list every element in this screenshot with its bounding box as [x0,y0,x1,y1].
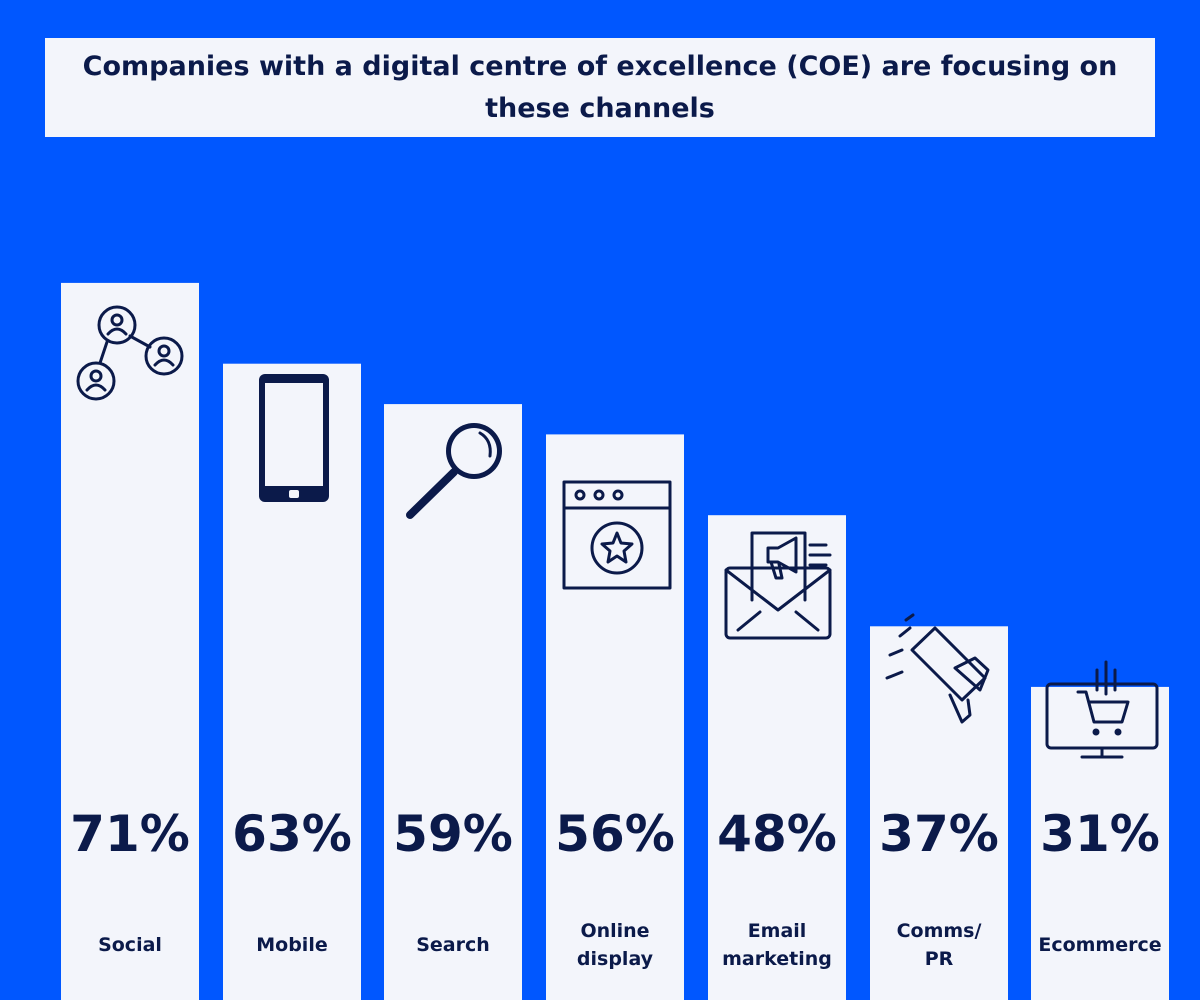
title-box: Companies with a digital centre of excel… [45,38,1155,137]
category-label-4: Email marketing [722,920,832,970]
value-label-5: 37% [879,805,999,863]
megaphone-icon [885,613,990,724]
smartphone-icon [259,374,329,502]
bar-5 [870,626,1008,1000]
bar-0 [61,282,199,1000]
value-label-2: 59% [393,805,513,863]
cart-monitor-icon [1045,660,1159,759]
category-label-1: Mobile [256,934,327,956]
category-label-0: Social [98,934,162,956]
value-label-6: 31% [1040,805,1160,863]
social-network-icon [76,305,184,401]
bar-4 [708,515,846,1000]
value-label-0: 71% [70,805,190,863]
browser-star-icon [562,480,672,590]
category-label-5: Comms/PR [897,920,982,970]
bar-2 [384,404,522,1000]
chart-title: Companies with a digital centre of excel… [82,50,1118,124]
value-label-4: 48% [717,805,837,863]
bar-6 [1031,686,1169,1000]
value-label-3: 56% [555,805,675,863]
magnifier-icon [406,423,502,519]
bar-3 [546,434,684,1000]
email-megaphone-icon [724,531,832,640]
value-label-1: 63% [232,805,352,863]
category-label-3: Online display [577,920,654,970]
category-label-6: Ecommerce [1038,934,1161,956]
category-label-2: Search [416,934,490,956]
